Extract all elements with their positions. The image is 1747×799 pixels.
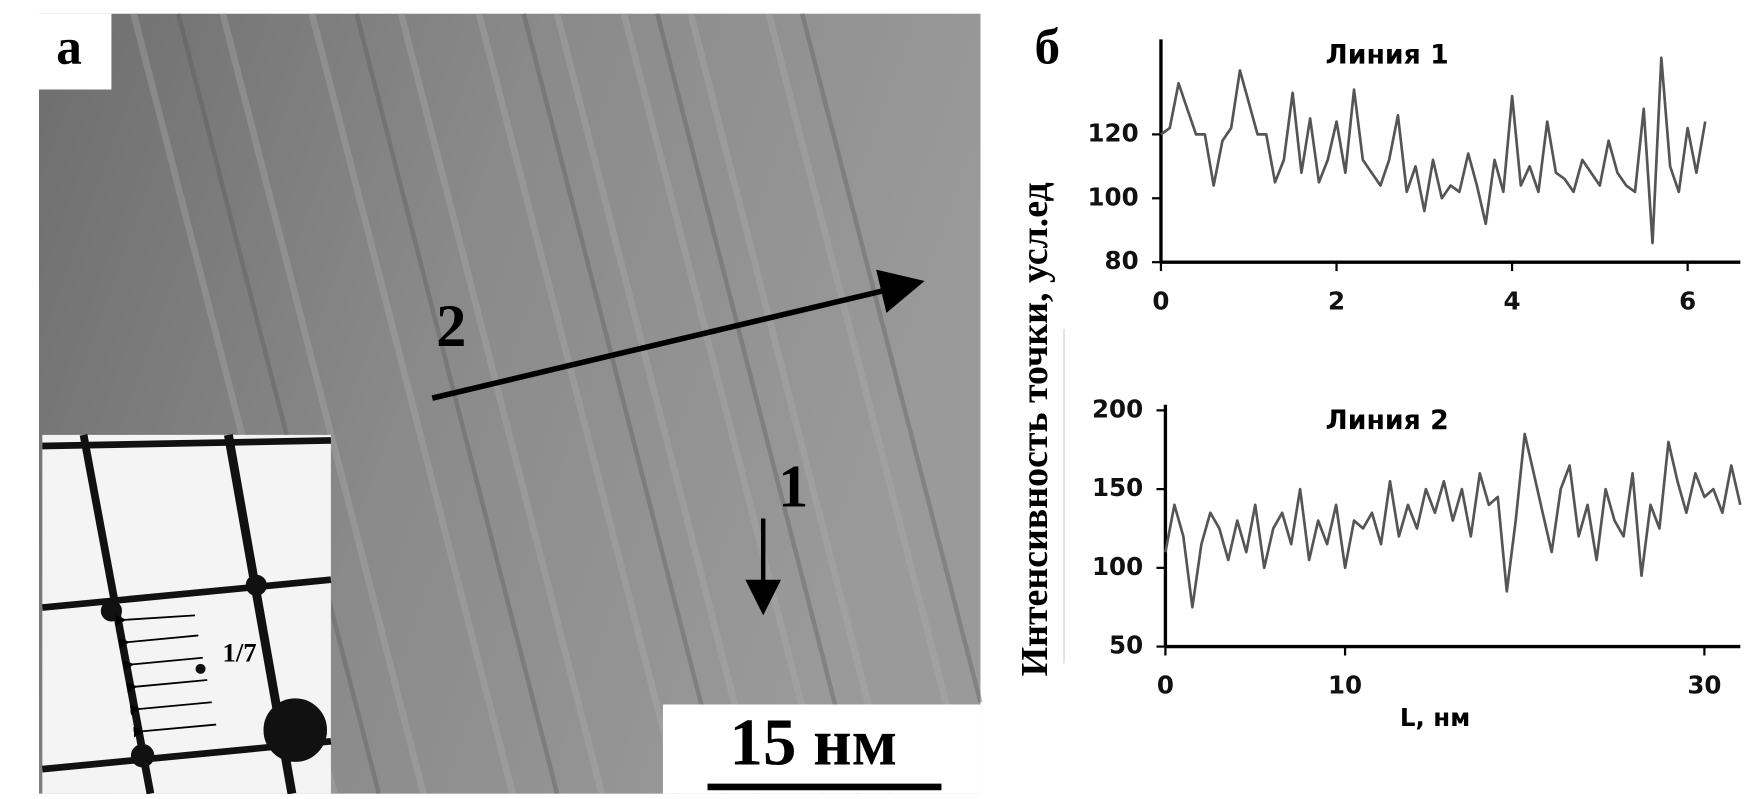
arrow [431,269,925,401]
data-line [1160,56,1707,245]
inset-grid [42,434,332,795]
chart-title: Линия 2 [1326,405,1449,436]
y-tick-label: 150 [1092,473,1143,502]
y-axis-label: Интенсивность точки, усл.ед [1014,182,1056,676]
x-tick-label: 2 [1328,286,1345,315]
data-line [1164,432,1742,609]
inset-arrows [115,614,217,738]
x-tick-label: 6 [1679,286,1696,315]
x-tick-label: 0 [1157,671,1174,700]
y-tick-label: 200 [1092,394,1143,423]
x-tick-label: 4 [1504,286,1521,315]
stripes-dark [176,13,983,795]
x-axis-label: L, нм [1400,703,1470,732]
panel-label: б [1034,18,1060,75]
panel-label: а [56,18,82,75]
y-tick-label: 100 [1088,182,1139,211]
y-tick-label: 100 [1092,552,1143,581]
x-tick-label: 10 [1328,671,1362,700]
y-tick-label: 120 [1088,118,1139,147]
inset-label: 1/7 [222,638,256,668]
y-tick-label: 50 [1109,631,1143,660]
x-tick-label: 30 [1687,671,1721,700]
scale-box [662,704,981,794]
arrow-label: 1 [778,454,808,521]
chart-title: Линия 1 [1326,40,1449,71]
arrow-label: 2 [436,293,466,360]
x-tick-label: 0 [1152,286,1169,315]
y-tick-label: 80 [1105,246,1139,275]
stripes [130,12,973,795]
label-box [38,13,112,90]
scale-bar-label: 15 нм [730,705,898,779]
